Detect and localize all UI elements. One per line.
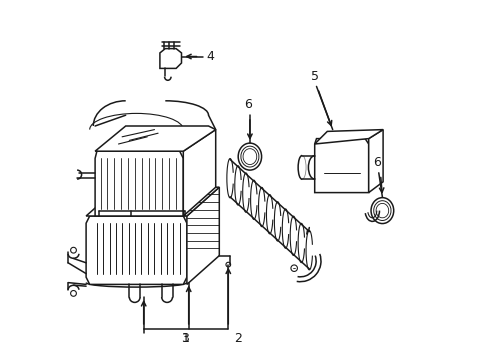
Polygon shape	[95, 151, 183, 216]
Text: 1: 1	[182, 332, 189, 345]
Polygon shape	[368, 130, 382, 193]
Text: 5: 5	[310, 70, 318, 83]
Polygon shape	[314, 139, 368, 193]
Polygon shape	[86, 216, 186, 284]
Text: 6: 6	[244, 98, 251, 111]
Polygon shape	[160, 49, 181, 68]
Text: 3: 3	[181, 332, 189, 345]
Polygon shape	[95, 126, 215, 151]
Text: 2: 2	[233, 332, 241, 345]
Text: 6: 6	[372, 156, 380, 169]
Polygon shape	[86, 187, 219, 216]
Polygon shape	[314, 130, 382, 144]
Text: 4: 4	[206, 50, 214, 63]
Polygon shape	[183, 130, 215, 216]
Polygon shape	[186, 187, 219, 284]
